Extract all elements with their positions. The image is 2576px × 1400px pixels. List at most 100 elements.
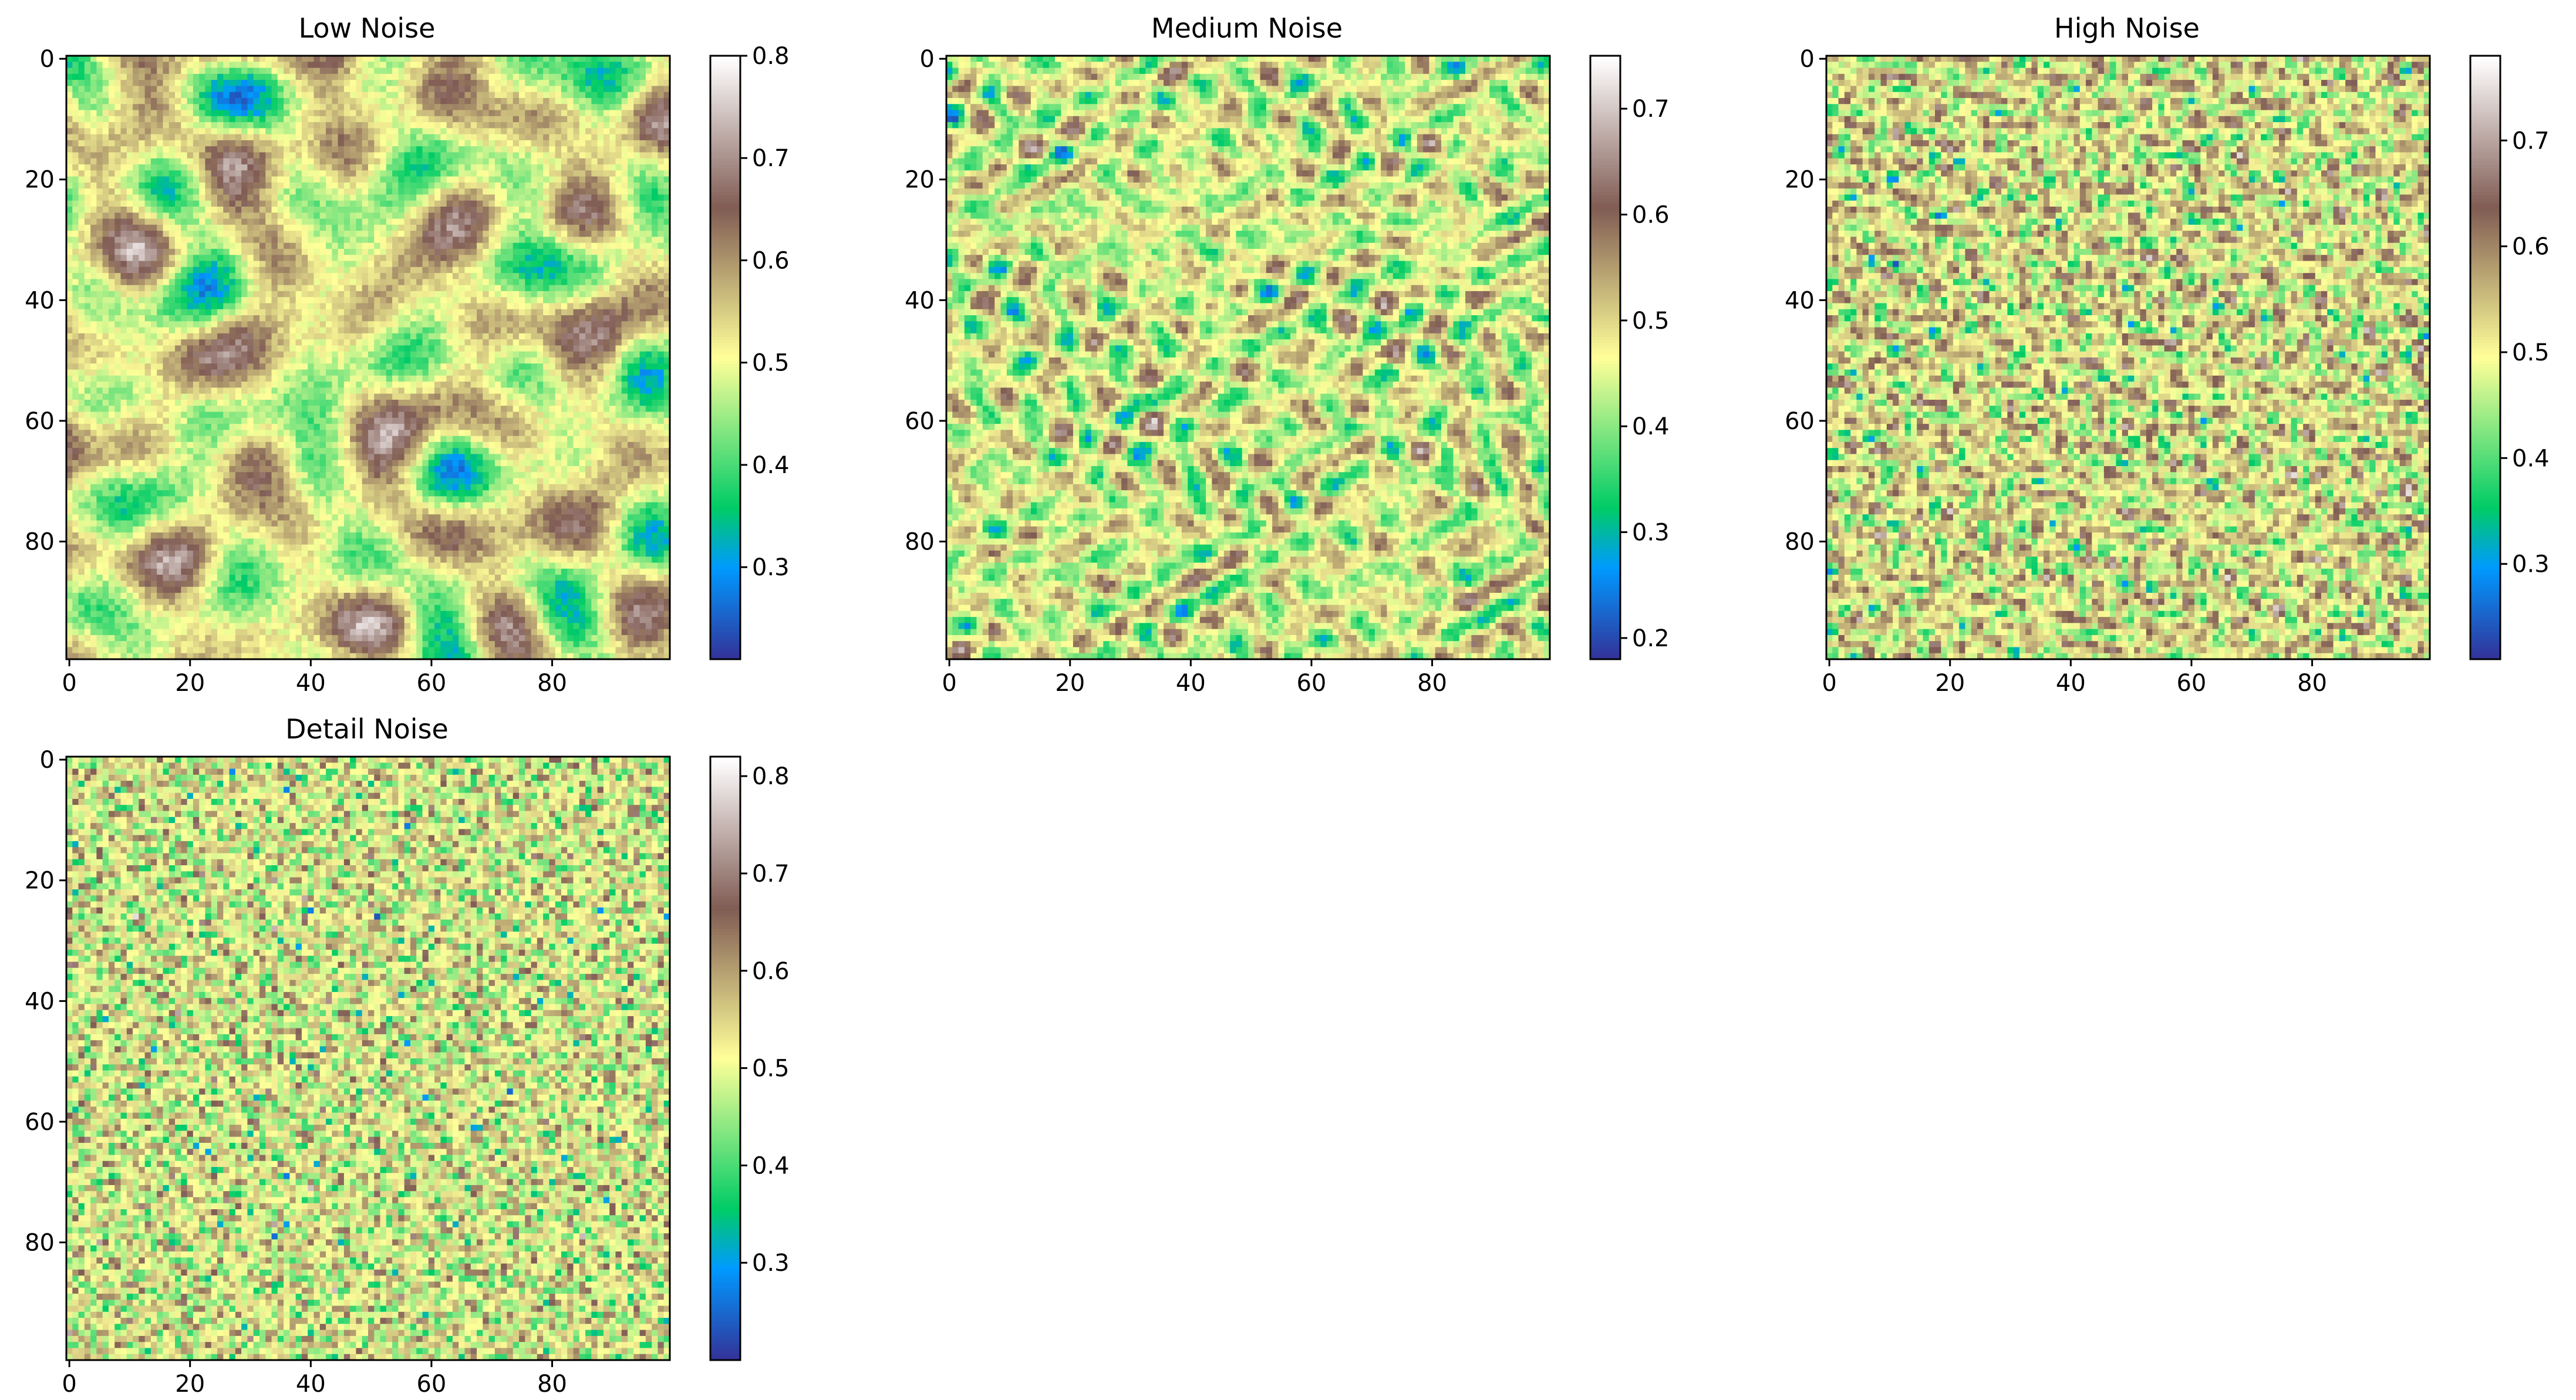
heatmap-cell [320,62,326,68]
heatmap-cell [175,188,181,195]
heatmap-cell [79,249,85,255]
heatmap-cell [567,309,574,316]
heatmap-cell [398,56,404,62]
heatmap-cell [308,98,314,104]
heatmap-cell [574,74,580,80]
heatmap-cell [646,92,652,99]
heatmap-cell [289,177,296,183]
heatmap-cell [392,267,399,274]
heatmap-cell [326,188,332,195]
heatmap-cell [392,297,399,303]
heatmap-cell [633,279,640,285]
heatmap-cell [85,315,91,322]
heatmap-cell [302,267,308,274]
heatmap-cell [296,201,302,207]
heatmap-cell [603,194,610,201]
heatmap-cell [175,267,181,274]
heatmap-cell [145,92,151,99]
heatmap-cell [217,152,224,158]
heatmap-cell [561,177,568,183]
heatmap-cell [296,188,302,195]
heatmap-cell [549,122,555,129]
heatmap-cell [326,158,332,165]
heatmap-cell [537,231,544,237]
heatmap-cell [574,261,580,268]
heatmap-cell [157,321,163,328]
heatmap-cell [434,122,441,129]
heatmap-cell [284,152,290,158]
heatmap-cell [471,303,477,309]
heatmap-cell [163,231,169,237]
heatmap-cell [344,74,350,80]
heatmap-cell [646,122,652,129]
heatmap-cell [513,152,520,158]
heatmap-cell [440,237,447,243]
heatmap-cell [247,110,254,117]
heatmap-cell [429,279,435,285]
heatmap-cell [423,273,429,279]
heatmap-cell [628,194,634,201]
heatmap-cell [609,146,616,153]
heatmap-cell [169,237,176,243]
heatmap-cell [423,183,429,189]
heatmap-cell [392,309,399,316]
heatmap-cell [646,183,652,189]
heatmap-cell [241,170,248,177]
heatmap-cell [380,321,387,328]
heatmap-cell [531,188,538,195]
heatmap-cell [66,309,73,316]
heatmap-cell [259,297,266,303]
heatmap-cell [223,267,230,274]
heatmap-cell [495,98,501,104]
heatmap-cell [72,134,79,141]
heatmap-cell [458,267,465,274]
heatmap-cell [453,170,459,177]
heatmap-cell [489,267,495,274]
heatmap-cell [79,297,85,303]
heatmap-cell [416,134,423,141]
heatmap-cell [338,285,345,292]
heatmap-cell [513,122,520,129]
heatmap-cell [658,309,664,316]
heatmap-cell [398,80,404,86]
heatmap-cell [537,116,544,123]
heatmap-cell [423,309,429,316]
heatmap-cell [398,267,404,274]
heatmap-cell [574,273,580,279]
heatmap-cell [423,225,429,231]
heatmap-cell [531,297,538,303]
heatmap-cell [127,188,133,195]
heatmap-cell [114,146,121,153]
heatmap-cell [66,212,73,219]
heatmap-cell [199,201,205,207]
heatmap-cell [247,231,254,237]
heatmap-cell [519,285,525,292]
heatmap-cell [163,56,169,62]
heatmap-cell [525,56,531,62]
heatmap-cell [205,146,211,153]
heatmap-cell [519,68,525,75]
heatmap-cell [640,116,646,123]
heatmap-cell [598,68,604,75]
heatmap-cell [603,255,610,261]
heatmap-cell [332,219,338,225]
heatmap-cell [628,86,634,92]
heatmap-cell [585,116,592,123]
heatmap-cell [79,86,85,92]
heatmap-cell [591,231,598,237]
heatmap-cell [79,140,85,147]
heatmap-cell [121,309,127,316]
heatmap-cell [525,74,531,80]
heatmap-cell [591,219,598,225]
heatmap-cell [598,201,604,207]
heatmap-cell [622,74,628,80]
heatmap-cell [429,62,435,68]
heatmap-cell [416,68,423,75]
heatmap-cell [434,249,441,255]
heatmap-cell [561,56,568,62]
heatmap-cell [230,56,236,62]
heatmap-cell [199,207,205,213]
heatmap-cell [259,188,266,195]
heatmap-cell [392,56,399,62]
heatmap-cell [139,267,145,274]
